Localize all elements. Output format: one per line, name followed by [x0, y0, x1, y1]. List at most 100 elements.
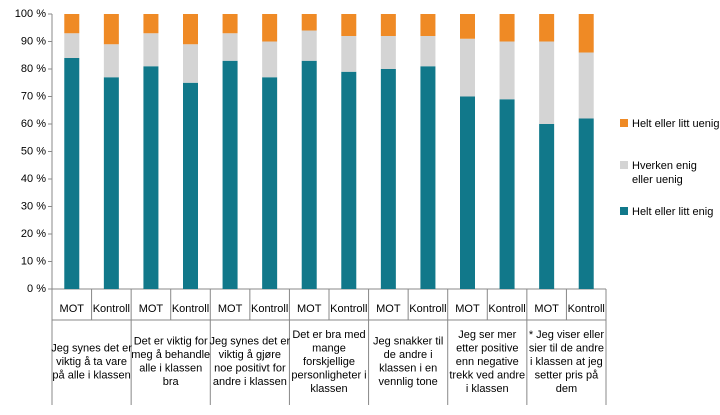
legend-label: Hverken enig eller uenig — [632, 160, 697, 186]
bar-segment — [301, 30, 317, 61]
group-label: Det er bra med — [292, 329, 365, 341]
group-label: alle i klassen — [139, 363, 202, 375]
bar-segment — [262, 14, 278, 42]
bar-segment — [143, 14, 159, 34]
x-tick-label: MOT — [534, 303, 559, 315]
bar-segment — [341, 36, 357, 72]
group-label: Det er viktig for — [134, 336, 208, 348]
bar-segment — [539, 124, 555, 289]
group-label: Jeg snakker til — [373, 336, 443, 348]
x-tick-label: MOT — [60, 303, 85, 315]
legend-label: Helt eller litt enig — [632, 206, 714, 218]
bar-segment — [499, 14, 515, 42]
y-tick-label: 0 % — [27, 283, 46, 295]
bar-segment — [64, 33, 80, 58]
bar-segment — [539, 41, 555, 124]
bar-segment — [262, 41, 278, 78]
bar-segment — [143, 33, 159, 67]
x-tick-label: Kontroll — [93, 303, 130, 315]
y-tick-label: 60 % — [21, 118, 46, 130]
bar-segment — [183, 82, 198, 289]
x-tick-label: Kontroll — [251, 303, 288, 315]
group-label: på alle i klassen — [52, 369, 130, 381]
bar-segment — [103, 77, 119, 289]
group-label: i klassen at jeg — [530, 356, 603, 368]
bar-segment — [103, 14, 119, 45]
group-label: andre i klassen — [213, 376, 287, 388]
legend-label: Helt eller litt uenig — [632, 118, 720, 130]
group-label: viktig å ta vare — [56, 356, 127, 368]
y-tick-label: 50 % — [21, 145, 46, 157]
y-tick-label: 40 % — [21, 173, 46, 185]
x-tick-label: Kontroll — [330, 303, 367, 315]
bar-segment — [578, 118, 594, 289]
group-label: noe positivt for — [214, 363, 286, 375]
bar-segment — [578, 52, 594, 119]
bar-segment — [183, 14, 198, 45]
x-tick-label: Kontroll — [172, 303, 209, 315]
bar-segment — [380, 14, 396, 36]
y-tick-label: 30 % — [21, 200, 46, 212]
group-label: etter positive — [456, 342, 518, 354]
legend-swatch — [620, 119, 628, 127]
group-label: trekk ved andre — [449, 369, 525, 381]
bar-segment — [64, 58, 80, 289]
y-tick-label: 90 % — [21, 35, 46, 47]
bar-segment — [420, 14, 436, 36]
x-tick-label: Kontroll — [488, 303, 525, 315]
group-label: i klassen — [466, 383, 509, 395]
group-label: meg å behandle — [131, 349, 210, 361]
bar-segment — [222, 33, 238, 61]
x-tick-label: Kontroll — [409, 303, 446, 315]
group-label: klassen — [310, 383, 347, 395]
y-tick-label: 100 % — [15, 8, 46, 20]
bar-segment — [460, 38, 475, 97]
bar-segment — [539, 14, 555, 42]
bar-segment — [301, 14, 317, 31]
x-tick-label: MOT — [297, 303, 322, 315]
y-tick-label: 70 % — [21, 90, 46, 102]
group-label: enn negative — [456, 356, 519, 368]
group-label: dem — [556, 383, 577, 395]
bar-segment — [183, 44, 198, 83]
legend-item: Hverken enig eller uenig — [620, 159, 720, 187]
bar-segment — [460, 14, 475, 39]
y-tick-label: 20 % — [21, 228, 46, 240]
group-label: forskjellige — [303, 356, 355, 368]
legend-swatch — [620, 161, 628, 169]
x-tick-label: MOT — [376, 303, 401, 315]
group-label: mange — [312, 342, 346, 354]
group-label: Jeg synes det er — [209, 336, 290, 348]
bar-segment — [499, 41, 515, 100]
bar-segment — [222, 60, 238, 289]
x-tick-label: MOT — [139, 303, 164, 315]
legend-swatch — [620, 207, 628, 215]
bar-segment — [499, 99, 515, 289]
x-tick-label: MOT — [455, 303, 480, 315]
group-label: bra — [163, 376, 180, 388]
bar-segment — [341, 14, 357, 36]
group-label: klassen i en — [379, 363, 437, 375]
legend-item: Helt eller litt enig — [620, 205, 720, 219]
bar-segment — [301, 60, 317, 289]
group-label: Jeg synes det er — [51, 342, 132, 354]
group-label: viktig å gjøre — [219, 349, 281, 361]
bar-segment — [420, 66, 436, 289]
bar-segment — [460, 96, 475, 289]
bar-segment — [420, 36, 436, 67]
x-tick-label: Kontroll — [568, 303, 605, 315]
group-label: de andre i — [384, 349, 433, 361]
group-label: personligheter i — [291, 369, 366, 381]
bar-segment — [143, 66, 159, 289]
bar-segment — [262, 77, 278, 289]
bar-segment — [103, 44, 119, 78]
group-label: * Jeg viser eller — [529, 329, 605, 341]
bar-segment — [222, 14, 238, 34]
y-tick-label: 80 % — [21, 63, 46, 75]
group-label: Jeg ser mer — [458, 329, 516, 341]
bar-segment — [380, 36, 396, 69]
legend-item: Helt eller litt uenig — [620, 117, 720, 131]
bar-segment — [64, 14, 80, 34]
